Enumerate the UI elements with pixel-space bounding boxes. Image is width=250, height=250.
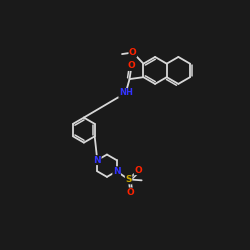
Text: O: O <box>128 62 135 70</box>
Text: N: N <box>113 167 120 176</box>
Text: N: N <box>94 156 101 165</box>
Text: NH: NH <box>119 88 133 98</box>
Text: O: O <box>129 48 137 57</box>
Text: O: O <box>134 166 142 175</box>
Text: S: S <box>125 175 132 184</box>
Text: O: O <box>126 188 134 197</box>
